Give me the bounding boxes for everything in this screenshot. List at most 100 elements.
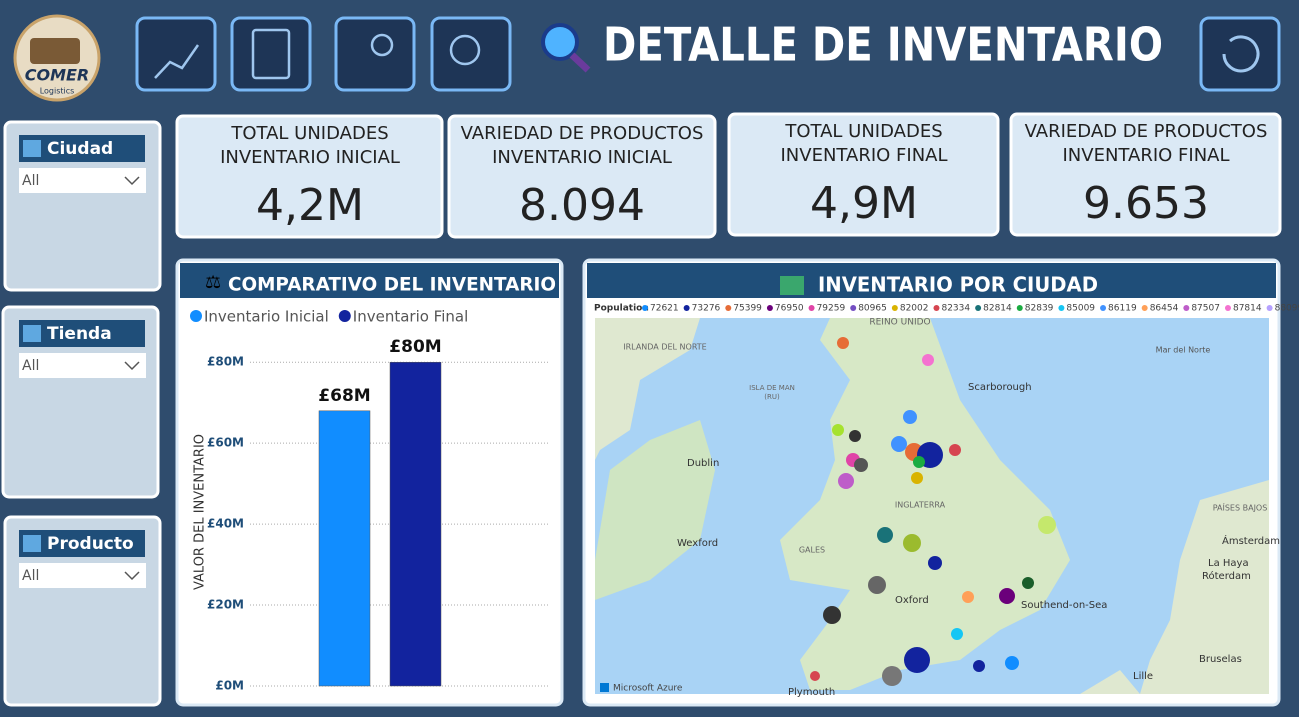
map-bubble (877, 527, 893, 543)
y-tick-label: £0M (215, 679, 244, 693)
map-land (1140, 480, 1269, 694)
map-place: Southend-on-Sea (1021, 600, 1107, 611)
filter-dropdown[interactable] (19, 353, 146, 378)
filter-icon (23, 140, 41, 157)
map-legend-label: 86119 (1108, 304, 1137, 314)
map-place: Wexford (677, 538, 718, 549)
kpi-card (447, 114, 717, 239)
nav-icon (154, 44, 200, 79)
nav-button[interactable] (334, 16, 416, 92)
filter-panels (1, 120, 162, 707)
map-land (1080, 670, 1140, 694)
map-land (780, 318, 1070, 690)
y-tick-label: £60M (207, 436, 244, 450)
filter-dropdown[interactable] (19, 168, 146, 193)
legend-label: Inventario Inicial (204, 308, 329, 326)
kpi-title: INVENTARIO INICIAL (492, 147, 672, 168)
map-bubble (1038, 516, 1056, 534)
legend-swatch (190, 310, 202, 322)
nav-icon (449, 34, 481, 66)
map-place: Scarborough (968, 382, 1032, 393)
map-legend-swatch (933, 305, 940, 311)
data-label: £80M (389, 337, 441, 357)
kpi-value: 4,2M (256, 180, 364, 231)
map-place: IRLANDA DEL NORTE (623, 343, 706, 352)
map-attribution: Microsoft Azure (613, 684, 683, 694)
map-bubble (810, 671, 820, 681)
kpi-card (1009, 112, 1282, 237)
logo-subtitle: Logistics (40, 87, 75, 96)
map-land (595, 318, 700, 460)
map-legend-swatch (1183, 305, 1190, 311)
nav-button[interactable] (135, 16, 217, 92)
nav-button[interactable] (430, 16, 512, 92)
map-bubble (999, 588, 1015, 604)
map-bubble (911, 472, 923, 484)
map-place: REINO UNIDO (869, 318, 930, 328)
kpi-value: 4,9M (810, 178, 918, 229)
nav-button[interactable] (230, 16, 312, 92)
filter-dropdown[interactable] (19, 563, 146, 588)
legend-swatch (338, 310, 351, 322)
map-legend-label: 87507 (1191, 304, 1220, 314)
map-place: Bruselas (1199, 654, 1242, 665)
map-legend-swatch (975, 305, 982, 311)
map-legend-swatch (850, 305, 857, 311)
map-land (595, 420, 715, 600)
map-legend-label: 80965 (858, 304, 887, 314)
kpi-title: VARIEDAD DE PRODUCTOS (461, 123, 704, 144)
map-place: ISLA DE MAN (749, 384, 795, 392)
map-place: Lille (1133, 671, 1153, 682)
map-bubble (891, 436, 907, 452)
map-place: (RU) (764, 393, 780, 401)
kpi-card (727, 112, 1000, 237)
map-place: La Haya (1208, 558, 1249, 569)
reset-button[interactable] (1199, 16, 1281, 92)
map-bubble (823, 606, 841, 624)
map-legend-label: 82814 (983, 304, 1012, 314)
map-bubble (1022, 577, 1034, 589)
bar (389, 361, 442, 687)
filter-label: Producto (47, 534, 134, 554)
map-bubble (849, 430, 861, 442)
kpi-title: TOTAL UNIDADES (230, 123, 388, 144)
map-bubble (962, 591, 974, 603)
map-legend-label: 79259 (817, 304, 846, 314)
logo: COMER Logistics (13, 14, 101, 102)
kpi-title: TOTAL UNIDADES (784, 121, 942, 142)
dropdown-arrow (124, 361, 140, 371)
y-tick-label: £20M (207, 598, 244, 612)
map-legend-swatch (1266, 305, 1273, 311)
nav-icon (251, 28, 291, 80)
map-bubble (882, 666, 902, 686)
map-bubble (951, 628, 963, 640)
map-title-icon (780, 276, 804, 295)
y-tick-label: £40M (207, 517, 244, 531)
map-bubble (949, 444, 961, 456)
dropdown-arrow (124, 571, 140, 581)
chart-title: COMPARATIVO DEL INVENTARIO (228, 274, 556, 296)
map-legend-swatch (891, 305, 898, 311)
kpi-cards (175, 112, 1282, 239)
filter-value: All (22, 173, 39, 189)
map-bubble (838, 473, 854, 489)
filter-icon (23, 535, 41, 552)
magnifier-handle (569, 52, 591, 73)
map-place: GALES (799, 546, 825, 555)
chart-title-bar (180, 263, 559, 298)
map-legend-swatch (1141, 305, 1148, 311)
map-place: Plymouth (788, 687, 835, 698)
map: REINO UNIDO IRLANDA DEL NORTE ISLA DE MA… (595, 318, 1280, 698)
filter-icon (23, 325, 41, 342)
kpi-title: VARIEDAD DE PRODUCTOS (1025, 121, 1268, 142)
map-legend-label: 85009 (1066, 304, 1095, 314)
map-legend-label: 76950 (775, 304, 804, 314)
map-legend-label: 82839 (1025, 304, 1054, 314)
map-legend-swatch (725, 305, 732, 311)
map-title: INVENTARIO POR CIUDAD (818, 273, 1098, 297)
map-legend-swatch (766, 305, 773, 311)
map-legend-label: 75399 (733, 304, 762, 314)
dropdown-arrow (124, 176, 140, 186)
map-bubble (922, 354, 934, 366)
